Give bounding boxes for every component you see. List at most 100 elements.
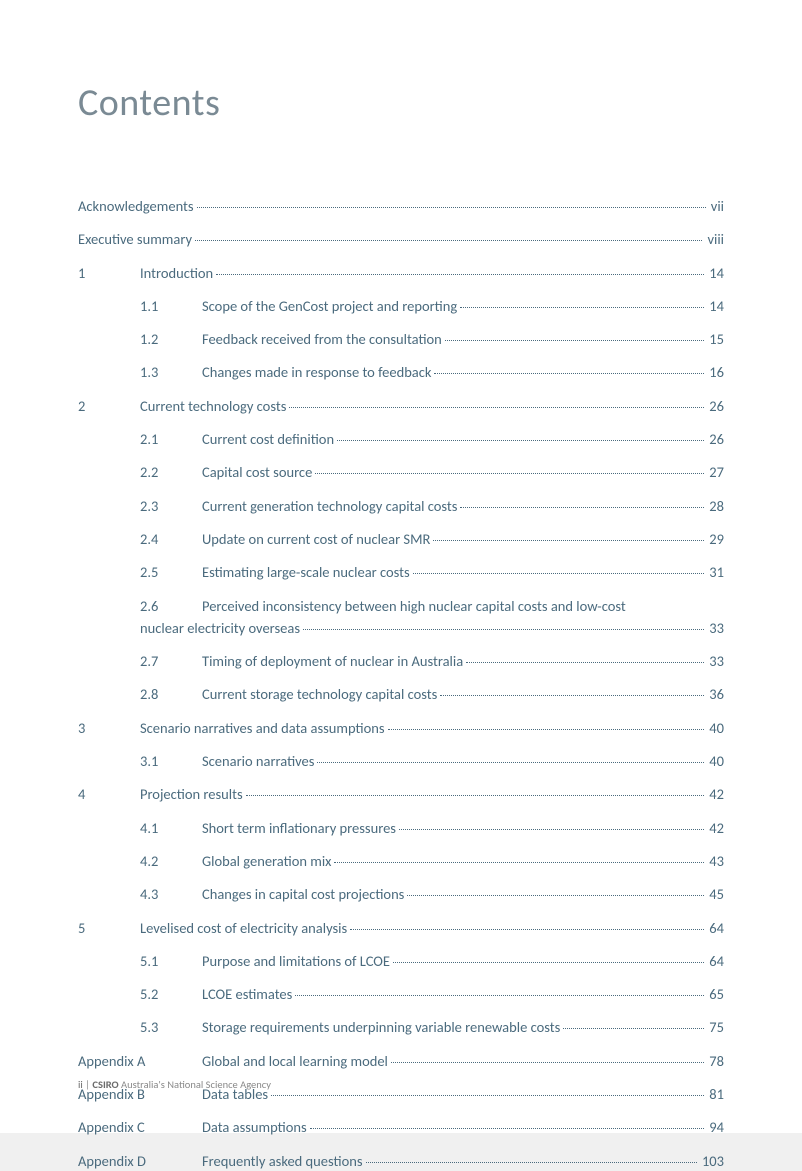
toc-leader-dots xyxy=(407,895,704,896)
toc-entry: Appendix CData assumptions94 xyxy=(78,1117,724,1137)
toc-entry-page: 64 xyxy=(707,951,724,971)
toc-entry-title: Scope of the GenCost project and reporti… xyxy=(202,296,457,316)
toc-entry-number: 3 xyxy=(78,718,140,738)
toc-entry: 1.1Scope of the GenCost project and repo… xyxy=(78,296,724,316)
toc-entry-number: 1.3 xyxy=(140,362,202,382)
toc-entry-title: Current generation technology capital co… xyxy=(202,496,457,516)
toc-entry-number: 1.1 xyxy=(140,296,202,316)
toc-leader-dots xyxy=(399,829,704,830)
toc-entry-page: 42 xyxy=(707,818,724,838)
toc-leader-dots xyxy=(440,695,704,696)
page-title: Contents xyxy=(78,80,724,126)
toc-entry-title: Timing of deployment of nuclear in Austr… xyxy=(202,651,463,671)
toc-entry-page: viii xyxy=(705,229,724,249)
footer-org: CSIRO xyxy=(92,1078,118,1091)
toc-entry-number: 4.3 xyxy=(140,884,202,904)
toc-entry-page: 75 xyxy=(707,1017,724,1037)
toc-leader-dots xyxy=(563,1028,704,1029)
toc-entry: Appendix AGlobal and local learning mode… xyxy=(78,1051,724,1071)
toc-entry-title: Executive summary xyxy=(78,229,192,249)
toc-entry-number: 5 xyxy=(78,918,140,938)
toc-entry-title: Update on current cost of nuclear SMR xyxy=(202,529,430,549)
toc-entry: 5.3Storage requirements underpinning var… xyxy=(78,1017,724,1037)
toc-entry-number: 2 xyxy=(78,396,140,416)
table-of-contents: Acknowledgements vii Executive summary viii… xyxy=(78,196,724,1171)
toc-entry-number: 5.1 xyxy=(140,951,202,971)
toc-leader-dots xyxy=(391,1062,704,1063)
toc-leader-dots xyxy=(466,662,704,663)
toc-leader-dots xyxy=(197,207,706,208)
toc-leader-dots xyxy=(433,540,704,541)
toc-leader-dots xyxy=(216,274,704,275)
toc-entry: 2.1Current cost definition26 xyxy=(78,429,724,449)
toc-entry-page: 33 xyxy=(707,618,724,638)
toc-entry-title: Current storage technology capital costs xyxy=(202,684,437,704)
toc-entry-page: vii xyxy=(709,196,724,216)
toc-entry-title: Global generation mix xyxy=(202,851,331,871)
footer-separator: | xyxy=(83,1078,93,1091)
toc-entry-page: 31 xyxy=(707,562,724,582)
toc-entry: 3Scenario narratives and data assumption… xyxy=(78,718,724,738)
toc-entry-page: 29 xyxy=(707,529,724,549)
toc-entry-number: 1.2 xyxy=(140,329,202,349)
toc-entry-page: 15 xyxy=(707,329,724,349)
toc-entry: 1Introduction14 xyxy=(78,263,724,283)
toc-entry: 1.2Feedback received from the consultati… xyxy=(78,329,724,349)
toc-leader-dots xyxy=(460,307,704,308)
toc-leader-dots xyxy=(393,962,704,963)
toc-entry-title: Estimating large-scale nuclear costs xyxy=(202,562,410,582)
toc-entry-title: Frequently asked questions xyxy=(202,1151,363,1171)
toc-entry-page: 40 xyxy=(707,718,724,738)
toc-entry: Executive summary viii xyxy=(78,229,724,249)
toc-leader-dots xyxy=(366,1162,697,1163)
page: Contents Acknowledgements vii Executive su… xyxy=(0,0,802,1133)
toc-entry-number: 5.3 xyxy=(140,1017,202,1037)
toc-entry-page: 103 xyxy=(700,1151,724,1171)
toc-entry: Appendix DFrequently asked questions103 xyxy=(78,1151,724,1171)
toc-entry-number: 3.1 xyxy=(140,751,202,771)
toc-leader-dots xyxy=(388,729,705,730)
toc-entry-title: Scenario narratives and data assumptions xyxy=(140,718,385,738)
toc-leader-dots xyxy=(303,629,704,630)
toc-entry-page: 65 xyxy=(707,984,724,1004)
toc-entry: 5.1Purpose and limitations of LCOE 64 xyxy=(78,951,724,971)
toc-entry-title: Global and local learning model xyxy=(202,1051,388,1071)
toc-leader-dots xyxy=(289,407,704,408)
toc-leader-dots xyxy=(310,1128,705,1129)
toc-leader-dots xyxy=(445,340,705,341)
toc-entry-page: 14 xyxy=(707,263,724,283)
toc-entry-page: 36 xyxy=(707,684,724,704)
toc-entry: 4.2Global generation mix43 xyxy=(78,851,724,871)
toc-entry: 1.3Changes made in response to feedback 1… xyxy=(78,362,724,382)
toc-entry-page: 94 xyxy=(707,1117,724,1137)
toc-entry-title: Changes made in response to feedback xyxy=(202,362,431,382)
toc-entry: 2.2Capital cost source27 xyxy=(78,462,724,482)
toc-entry-number: 2.5 xyxy=(140,562,202,582)
toc-entry: 5Levelised cost of electricity analysis6… xyxy=(78,918,724,938)
toc-entry-title: LCOE estimates xyxy=(202,984,292,1004)
toc-leader-dots xyxy=(271,1095,704,1096)
toc-entry: 2.7Timing of deployment of nuclear in Au… xyxy=(78,651,724,671)
toc-entry-number: 2.1 xyxy=(140,429,202,449)
toc-entry-page: 45 xyxy=(707,884,724,904)
toc-entry-number: 1 xyxy=(78,263,140,283)
toc-leader-dots xyxy=(295,995,704,996)
toc-entry-page: 16 xyxy=(707,362,724,382)
toc-entry-number: 2.2 xyxy=(140,462,202,482)
toc-entry-page: 78 xyxy=(707,1051,724,1071)
toc-entry-page: 33 xyxy=(707,651,724,671)
toc-entry-title: nuclear electricity overseas xyxy=(140,618,300,638)
toc-entry: 4.1Short term inflationary pressures42 xyxy=(78,818,724,838)
toc-leader-dots xyxy=(315,473,704,474)
toc-entry: 3.1Scenario narratives40 xyxy=(78,751,724,771)
toc-entry-title: Purpose and limitations of LCOE xyxy=(202,951,390,971)
toc-entry-title: Current technology costs xyxy=(140,396,286,416)
toc-entry-page: 26 xyxy=(707,396,724,416)
toc-entry-page: 64 xyxy=(707,918,724,938)
toc-leader-dots xyxy=(246,795,705,796)
toc-entry: 2.6Perceived inconsistency between high … xyxy=(78,596,724,616)
toc-entry-title: Perceived inconsistency between high nuc… xyxy=(202,596,626,616)
toc-entry-title: Acknowledgements xyxy=(78,196,194,216)
footer-tagline: Australia's National Science Agency xyxy=(119,1078,271,1091)
toc-entry-title: Feedback received from the consultation xyxy=(202,329,442,349)
